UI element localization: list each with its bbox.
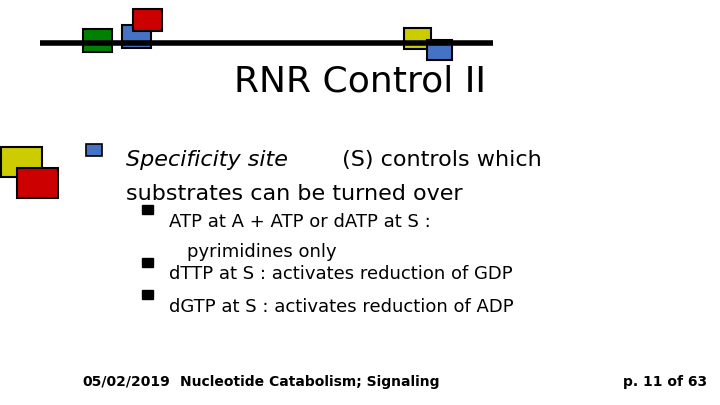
Text: RNR Control II: RNR Control II (234, 64, 486, 98)
Text: dGTP at S : activates reduction of ADP: dGTP at S : activates reduction of ADP (169, 298, 514, 315)
FancyBboxPatch shape (142, 290, 153, 299)
Text: substrates can be turned over: substrates can be turned over (126, 184, 463, 204)
FancyBboxPatch shape (83, 29, 112, 51)
Text: (S) controls which: (S) controls which (335, 150, 541, 170)
Text: p. 11 of 63: p. 11 of 63 (623, 375, 707, 389)
FancyBboxPatch shape (142, 258, 153, 267)
Text: ATP at A + ATP or dATP at S :: ATP at A + ATP or dATP at S : (169, 213, 431, 230)
Text: 05/02/2019: 05/02/2019 (83, 375, 171, 389)
FancyBboxPatch shape (17, 168, 58, 198)
FancyBboxPatch shape (86, 144, 102, 156)
Text: Specificity site: Specificity site (126, 150, 288, 170)
FancyBboxPatch shape (404, 28, 431, 49)
FancyBboxPatch shape (133, 9, 162, 32)
FancyBboxPatch shape (426, 40, 452, 60)
Text: Nucleotide Catabolism; Signaling: Nucleotide Catabolism; Signaling (180, 375, 439, 389)
FancyBboxPatch shape (142, 205, 153, 214)
Text: pyrimidines only: pyrimidines only (187, 243, 337, 261)
FancyBboxPatch shape (122, 25, 151, 47)
Text: dTTP at S : activates reduction of GDP: dTTP at S : activates reduction of GDP (169, 265, 513, 283)
FancyBboxPatch shape (1, 147, 42, 177)
